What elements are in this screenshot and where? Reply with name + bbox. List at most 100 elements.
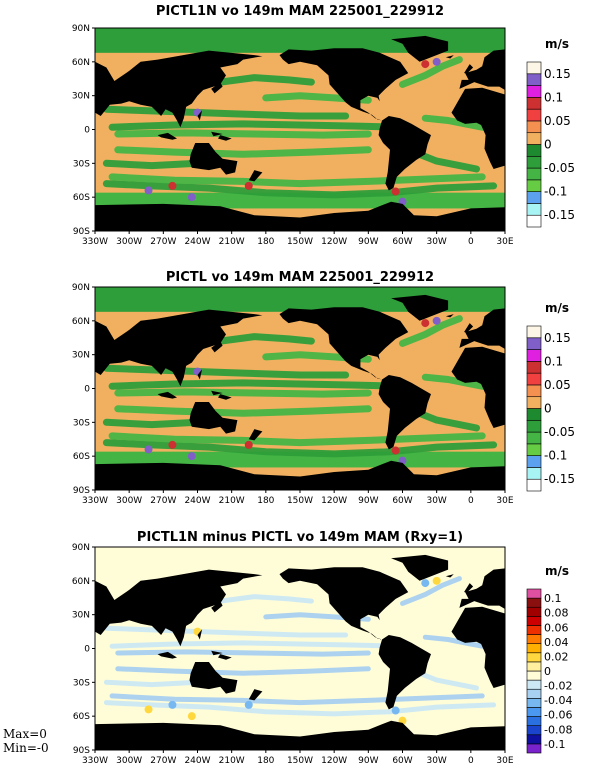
land [218, 654, 232, 660]
flow-band [102, 418, 201, 429]
hotspot [168, 181, 177, 190]
land [157, 391, 177, 399]
x-tick-label: 120W [321, 237, 347, 247]
x-tick-label: 90W [358, 496, 378, 506]
colorbar-label: 0.1 [544, 90, 563, 104]
colorbar-label: -0.1 [544, 738, 565, 751]
land [459, 49, 505, 90]
x-tick-label: 0 [468, 237, 474, 247]
land [391, 294, 449, 321]
flow-band [410, 148, 480, 173]
land [451, 606, 505, 688]
x-tick-label: 0 [468, 496, 474, 506]
land [378, 375, 431, 450]
colorbar-label: -0.06 [544, 709, 572, 722]
colorbar-label: 0.1 [544, 592, 562, 605]
colorbar-swatch [526, 120, 542, 134]
y-tick-label: 60N [72, 577, 90, 587]
land [157, 132, 177, 140]
colorbar-swatch [526, 408, 542, 421]
panel-3: PICTL1N minus PICTL vo 149m MAM (Rxy=1) 9… [72, 530, 573, 766]
colorbar-swatch [526, 606, 542, 617]
x-tick-label: 270W [150, 496, 176, 506]
panel-2: PICTL vo 149m MAM 225001_229912 90N 60N 30N… [72, 270, 575, 506]
colorbar-label: 0.06 [544, 621, 569, 634]
colorbar-unit: m/s [545, 564, 569, 578]
land [391, 554, 449, 581]
flow-band [109, 640, 405, 649]
y-tick-label: 90S [73, 746, 90, 756]
colorbar-swatch [526, 688, 542, 699]
land [279, 48, 409, 121]
land [378, 635, 431, 710]
x-tick-label: 30W [426, 496, 446, 506]
flow-band [421, 114, 486, 131]
flow-band [109, 693, 485, 706]
hotspot [391, 446, 400, 455]
land [248, 689, 263, 701]
colorbar-swatch [526, 707, 542, 717]
colorbar-label: -0.05 [544, 161, 575, 175]
y-tick-label: 90N [72, 543, 90, 553]
colorbar-label: -0.15 [544, 472, 575, 486]
land [197, 110, 203, 121]
hotspot [168, 440, 177, 449]
hotspot [421, 319, 430, 328]
colorbar-swatch [526, 478, 542, 492]
colorbar-label: -0.02 [544, 680, 572, 693]
x-tick-label: 150W [287, 496, 313, 506]
y-tick-label: 0 [84, 126, 90, 136]
colorbar-swatch [526, 191, 542, 204]
x-tick-label: 150W [287, 756, 313, 766]
map-area [95, 547, 505, 750]
hotspot [421, 60, 430, 69]
hotspot [187, 452, 196, 461]
x-tick-label: 180 [257, 496, 274, 506]
colorbar-swatch [526, 698, 542, 708]
land [445, 574, 454, 578]
colorbar-swatch [526, 467, 542, 480]
y-tick-label: 30N [72, 611, 90, 621]
land [218, 394, 232, 400]
hotspot [391, 706, 400, 715]
hotspot [244, 700, 253, 709]
colorbar-swatch [526, 716, 542, 726]
x-tick-label: 240W [184, 237, 210, 247]
land [197, 369, 203, 380]
colorbar-swatch [526, 132, 542, 145]
flow-band [108, 432, 486, 447]
panel-1: PICTL1N vo 149m MAM 225001_229912 90N 60N 3… [72, 4, 575, 247]
land [95, 309, 263, 387]
flow-band [399, 315, 463, 347]
x-tick-label: 330W [82, 496, 108, 506]
colorbar-swatch [526, 734, 542, 745]
land [211, 390, 223, 396]
colorbar-swatch [526, 73, 542, 86]
colorbar-label: 0.05 [544, 114, 571, 128]
colorbar-label: -0.08 [544, 723, 572, 736]
flow-band [216, 333, 315, 345]
map-area [95, 28, 505, 231]
colorbar-swatch [526, 634, 542, 644]
colorbar-swatch [526, 443, 542, 456]
x-tick-label: 300W [116, 756, 142, 766]
x-tick-label: 30E [496, 756, 513, 766]
flow-band [216, 74, 315, 86]
colorbar-swatch [526, 108, 542, 122]
hotspot [144, 186, 153, 195]
land [189, 143, 238, 175]
colorbar-swatch [526, 167, 542, 181]
x-tick-label: 210W [219, 756, 245, 766]
land [211, 341, 223, 353]
colorbar-swatch [526, 743, 542, 754]
colorbar-swatch [526, 179, 542, 192]
colorbar-swatch [526, 419, 542, 433]
y-tick-label: 30S [73, 678, 90, 688]
x-tick-label: 210W [219, 237, 245, 247]
colorbar-swatch [526, 643, 542, 654]
y-tick-label: 60N [72, 317, 90, 327]
flow-band [114, 388, 372, 398]
x-tick-label: 300W [116, 496, 142, 506]
hotspot [168, 700, 177, 709]
